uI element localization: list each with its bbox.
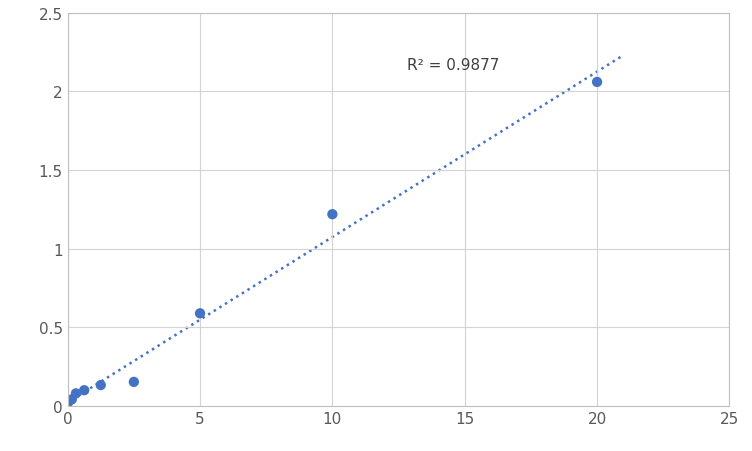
- Point: [70, 390, 82, 397]
- Text: R² = 0.9877: R² = 0.9877: [407, 58, 499, 73]
- Point: [591, 79, 603, 86]
- Point: [95, 382, 107, 389]
- Point: [194, 310, 206, 317]
- Point: [326, 211, 338, 218]
- Point: [78, 387, 90, 394]
- Point: [65, 396, 77, 403]
- Point: [128, 378, 140, 386]
- Point: [62, 400, 74, 407]
